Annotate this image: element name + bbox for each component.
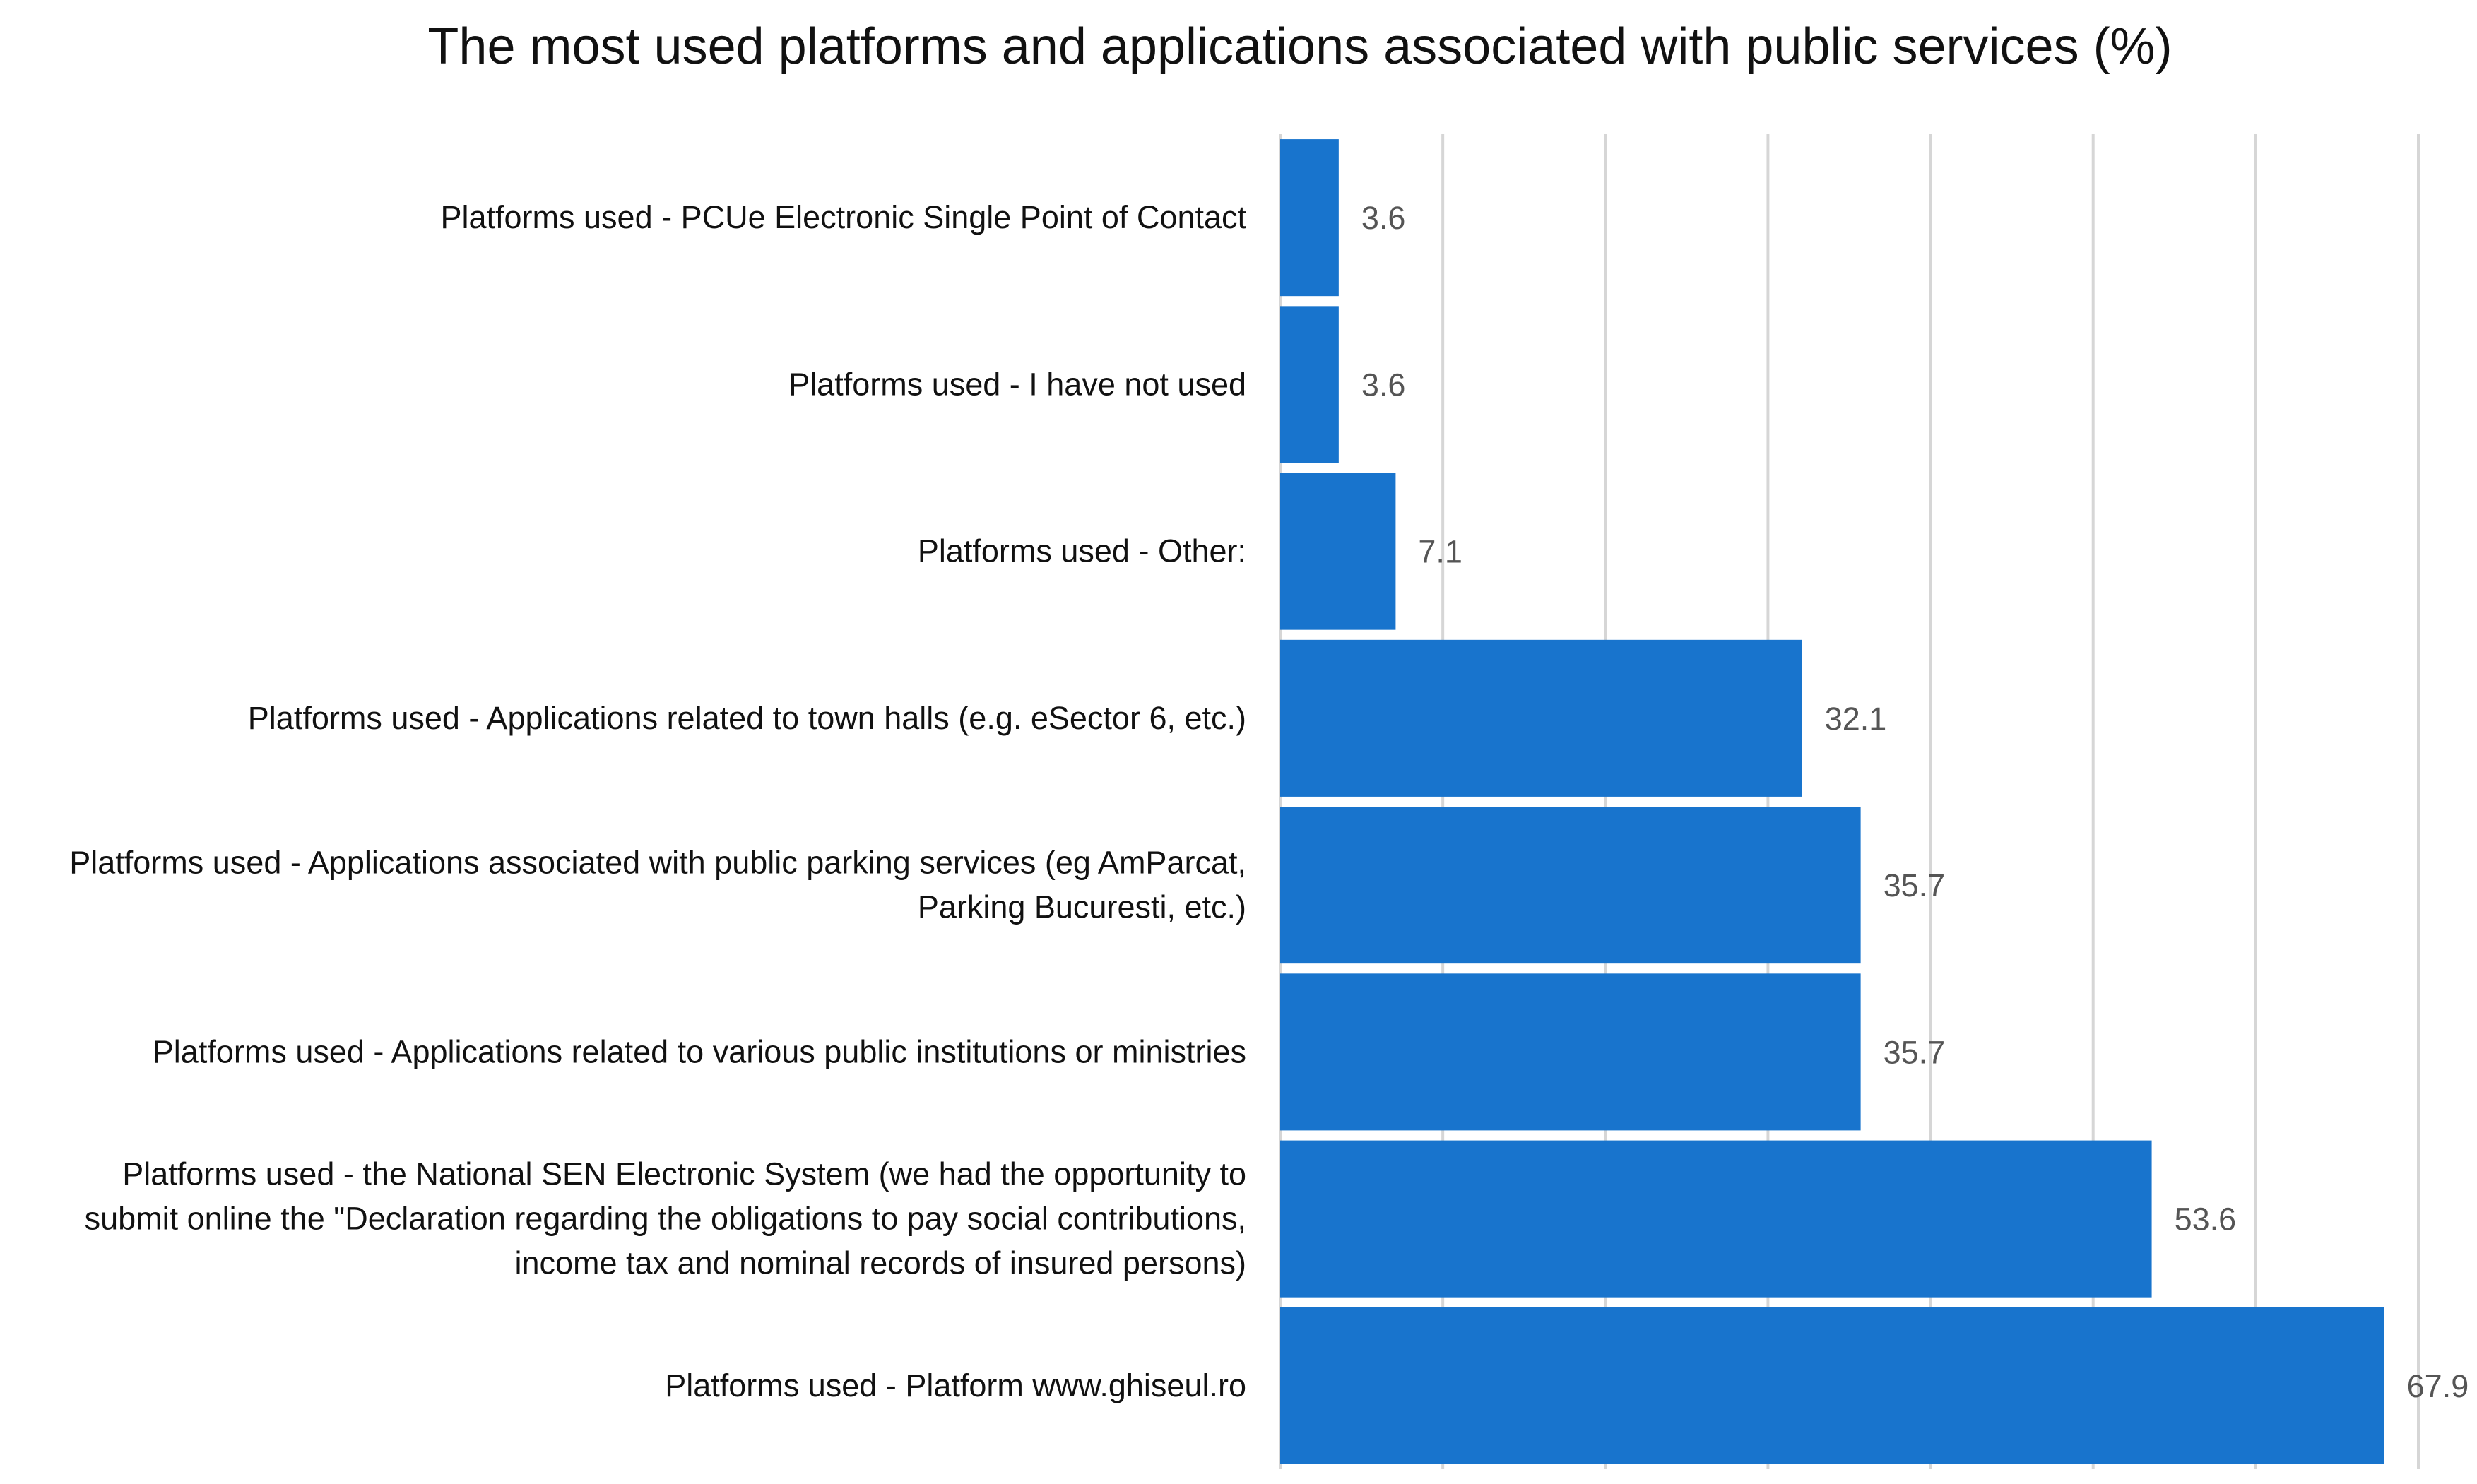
category-labels: Platforms used - PCUe Electronic Single …: [69, 199, 1246, 1403]
category-label-0: Platforms used - PCUe Electronic Single …: [440, 199, 1246, 235]
category-label-4: Platforms used - Applications associated…: [69, 845, 1246, 925]
data-label-2: 7.1: [1418, 534, 1462, 570]
category-label-0-line-0: Platforms used - PCUe Electronic Single …: [440, 199, 1246, 235]
category-label-2: Platforms used - Other:: [918, 533, 1246, 569]
data-labels: 3.6 3.6 7.1 32.1 35.7 35.7 53.6 67.9: [1361, 200, 2469, 1404]
category-label-4-line-1: Parking Bucuresti, etc.): [918, 889, 1246, 925]
data-label-3: 32.1: [1825, 701, 1887, 737]
bar-5: [1280, 973, 1861, 1131]
category-label-1: Platforms used - I have not used: [788, 366, 1246, 402]
category-label-6-line-0: Platforms used - the National SEN Electr…: [122, 1156, 1246, 1192]
data-label-7: 67.9: [2407, 1368, 2469, 1404]
category-label-4-line-0: Platforms used - Applications associated…: [69, 845, 1246, 881]
chart-title: The most used platforms and applications…: [427, 18, 2172, 75]
bar-0: [1280, 139, 1339, 297]
data-label-0: 3.6: [1361, 200, 1406, 236]
bar-6: [1280, 1140, 2152, 1298]
bar-2: [1280, 473, 1396, 630]
category-label-6-line-2: income tax and nominal records of insure…: [514, 1245, 1246, 1281]
category-label-6: Platforms used - the National SEN Electr…: [85, 1156, 1246, 1281]
data-label-4: 35.7: [1884, 867, 1946, 903]
bar-4: [1280, 807, 1861, 964]
category-label-3: Platforms used - Applications related to…: [248, 700, 1246, 736]
data-label-6: 53.6: [2175, 1201, 2237, 1237]
category-label-5: Platforms used - Applications related to…: [153, 1033, 1246, 1069]
category-label-6-line-1: submit online the "Declaration regarding…: [85, 1201, 1246, 1237]
category-label-7: Platforms used - Platform www.ghiseul.ro: [665, 1367, 1246, 1403]
bar-1: [1280, 306, 1339, 463]
category-label-3-line-0: Platforms used - Applications related to…: [248, 700, 1246, 736]
category-label-7-line-0: Platforms used - Platform www.ghiseul.ro: [665, 1367, 1246, 1403]
data-label-5: 35.7: [1884, 1034, 1946, 1070]
bar-7: [1280, 1307, 2384, 1464]
category-label-1-line-0: Platforms used - I have not used: [788, 366, 1246, 402]
category-label-2-line-0: Platforms used - Other:: [918, 533, 1246, 569]
bars: [1280, 139, 2384, 1464]
bar-3: [1280, 639, 1802, 797]
data-label-1: 3.6: [1361, 367, 1406, 403]
category-label-5-line-0: Platforms used - Applications related to…: [153, 1033, 1246, 1069]
